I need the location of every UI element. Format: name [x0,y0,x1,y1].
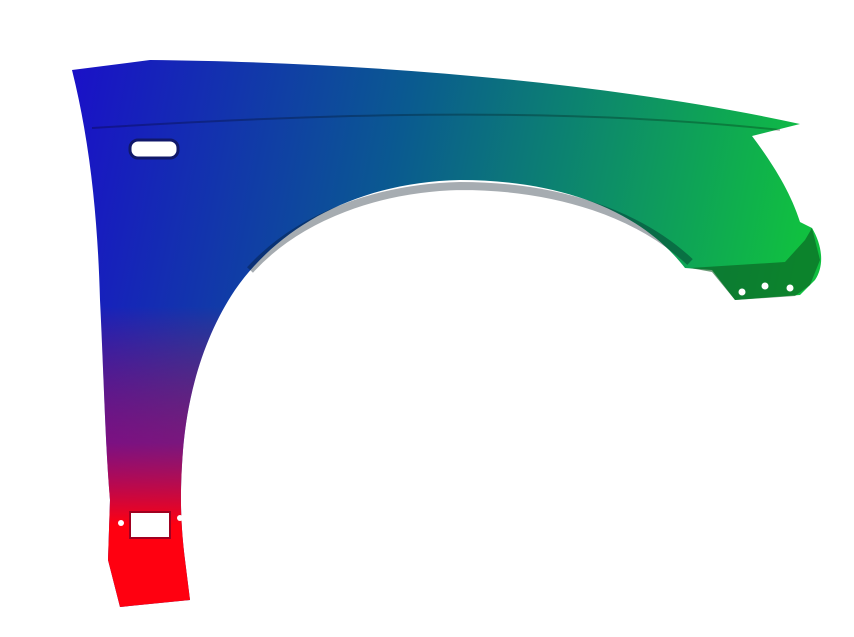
rear-bracket [690,228,820,300]
fender-body [72,60,822,607]
arch-shadow [247,181,693,273]
bottom-bracket [118,511,183,539]
crease-line [91,113,781,131]
side-marker-hole [128,138,180,160]
